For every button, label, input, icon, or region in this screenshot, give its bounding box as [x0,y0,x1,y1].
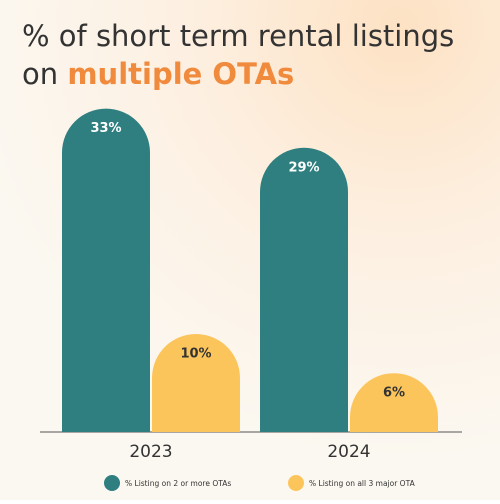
title-prefix: on [22,57,58,91]
value-label: 10% [180,347,211,362]
value-label: 29% [288,160,319,175]
chart-title: % of short term rental listings [22,19,454,53]
bar [152,334,240,432]
value-label: 6% [383,386,405,401]
legend-label: % Listing on all 3 major OTA [309,479,416,488]
x-tick-label: 2024 [327,442,370,462]
bar [350,373,438,432]
legend-swatch [104,475,120,491]
bar [260,147,348,432]
legend-label: % Listing on 2 or more OTAs [125,479,231,488]
x-tick-label: 2023 [129,442,172,462]
title-highlight: multiple OTAs [67,57,294,91]
bar [62,108,150,433]
value-label: 33% [90,121,121,136]
chart-title-line2: on multiple OTAs [22,57,294,91]
legend-swatch [288,475,304,491]
